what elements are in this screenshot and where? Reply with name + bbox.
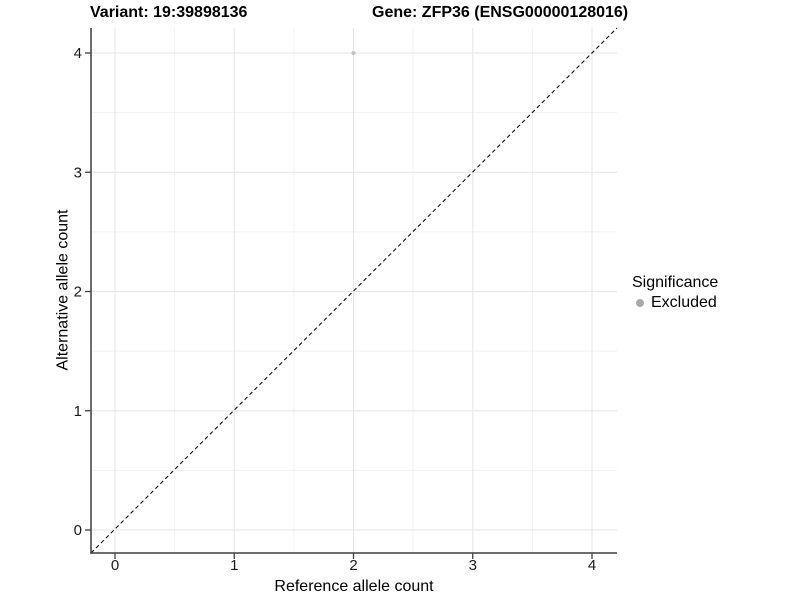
x-tick-label: 4 [588,557,596,574]
y-tick-label: 2 [74,284,82,301]
plot-title-variant: Variant: 19:39898136 [90,4,248,21]
x-tick-label: 3 [469,557,477,574]
x-tick-label: 2 [349,557,357,574]
x-axis-title: Reference allele count [274,578,434,595]
legend-title: Significance [632,274,719,291]
y-tick-label: 3 [74,164,82,181]
y-tick-label: 4 [74,45,82,62]
x-tick-label: 1 [230,557,238,574]
legend-item-excluded: Excluded [632,293,718,312]
data-point [351,51,356,55]
y-tick-label: 1 [74,403,82,420]
x-tick-label: 0 [111,557,119,574]
y-tick-label: 0 [74,522,82,539]
legend: Significance Excluded [632,274,718,312]
identity-reference-line [90,27,618,554]
legend-item-label: Excluded [651,294,717,311]
excluded-point-icon [636,298,644,307]
y-axis-title: Alternative allele count [54,209,72,371]
plot-title-gene: Gene: ZFP36 (ENSG00000128016) [372,4,629,21]
